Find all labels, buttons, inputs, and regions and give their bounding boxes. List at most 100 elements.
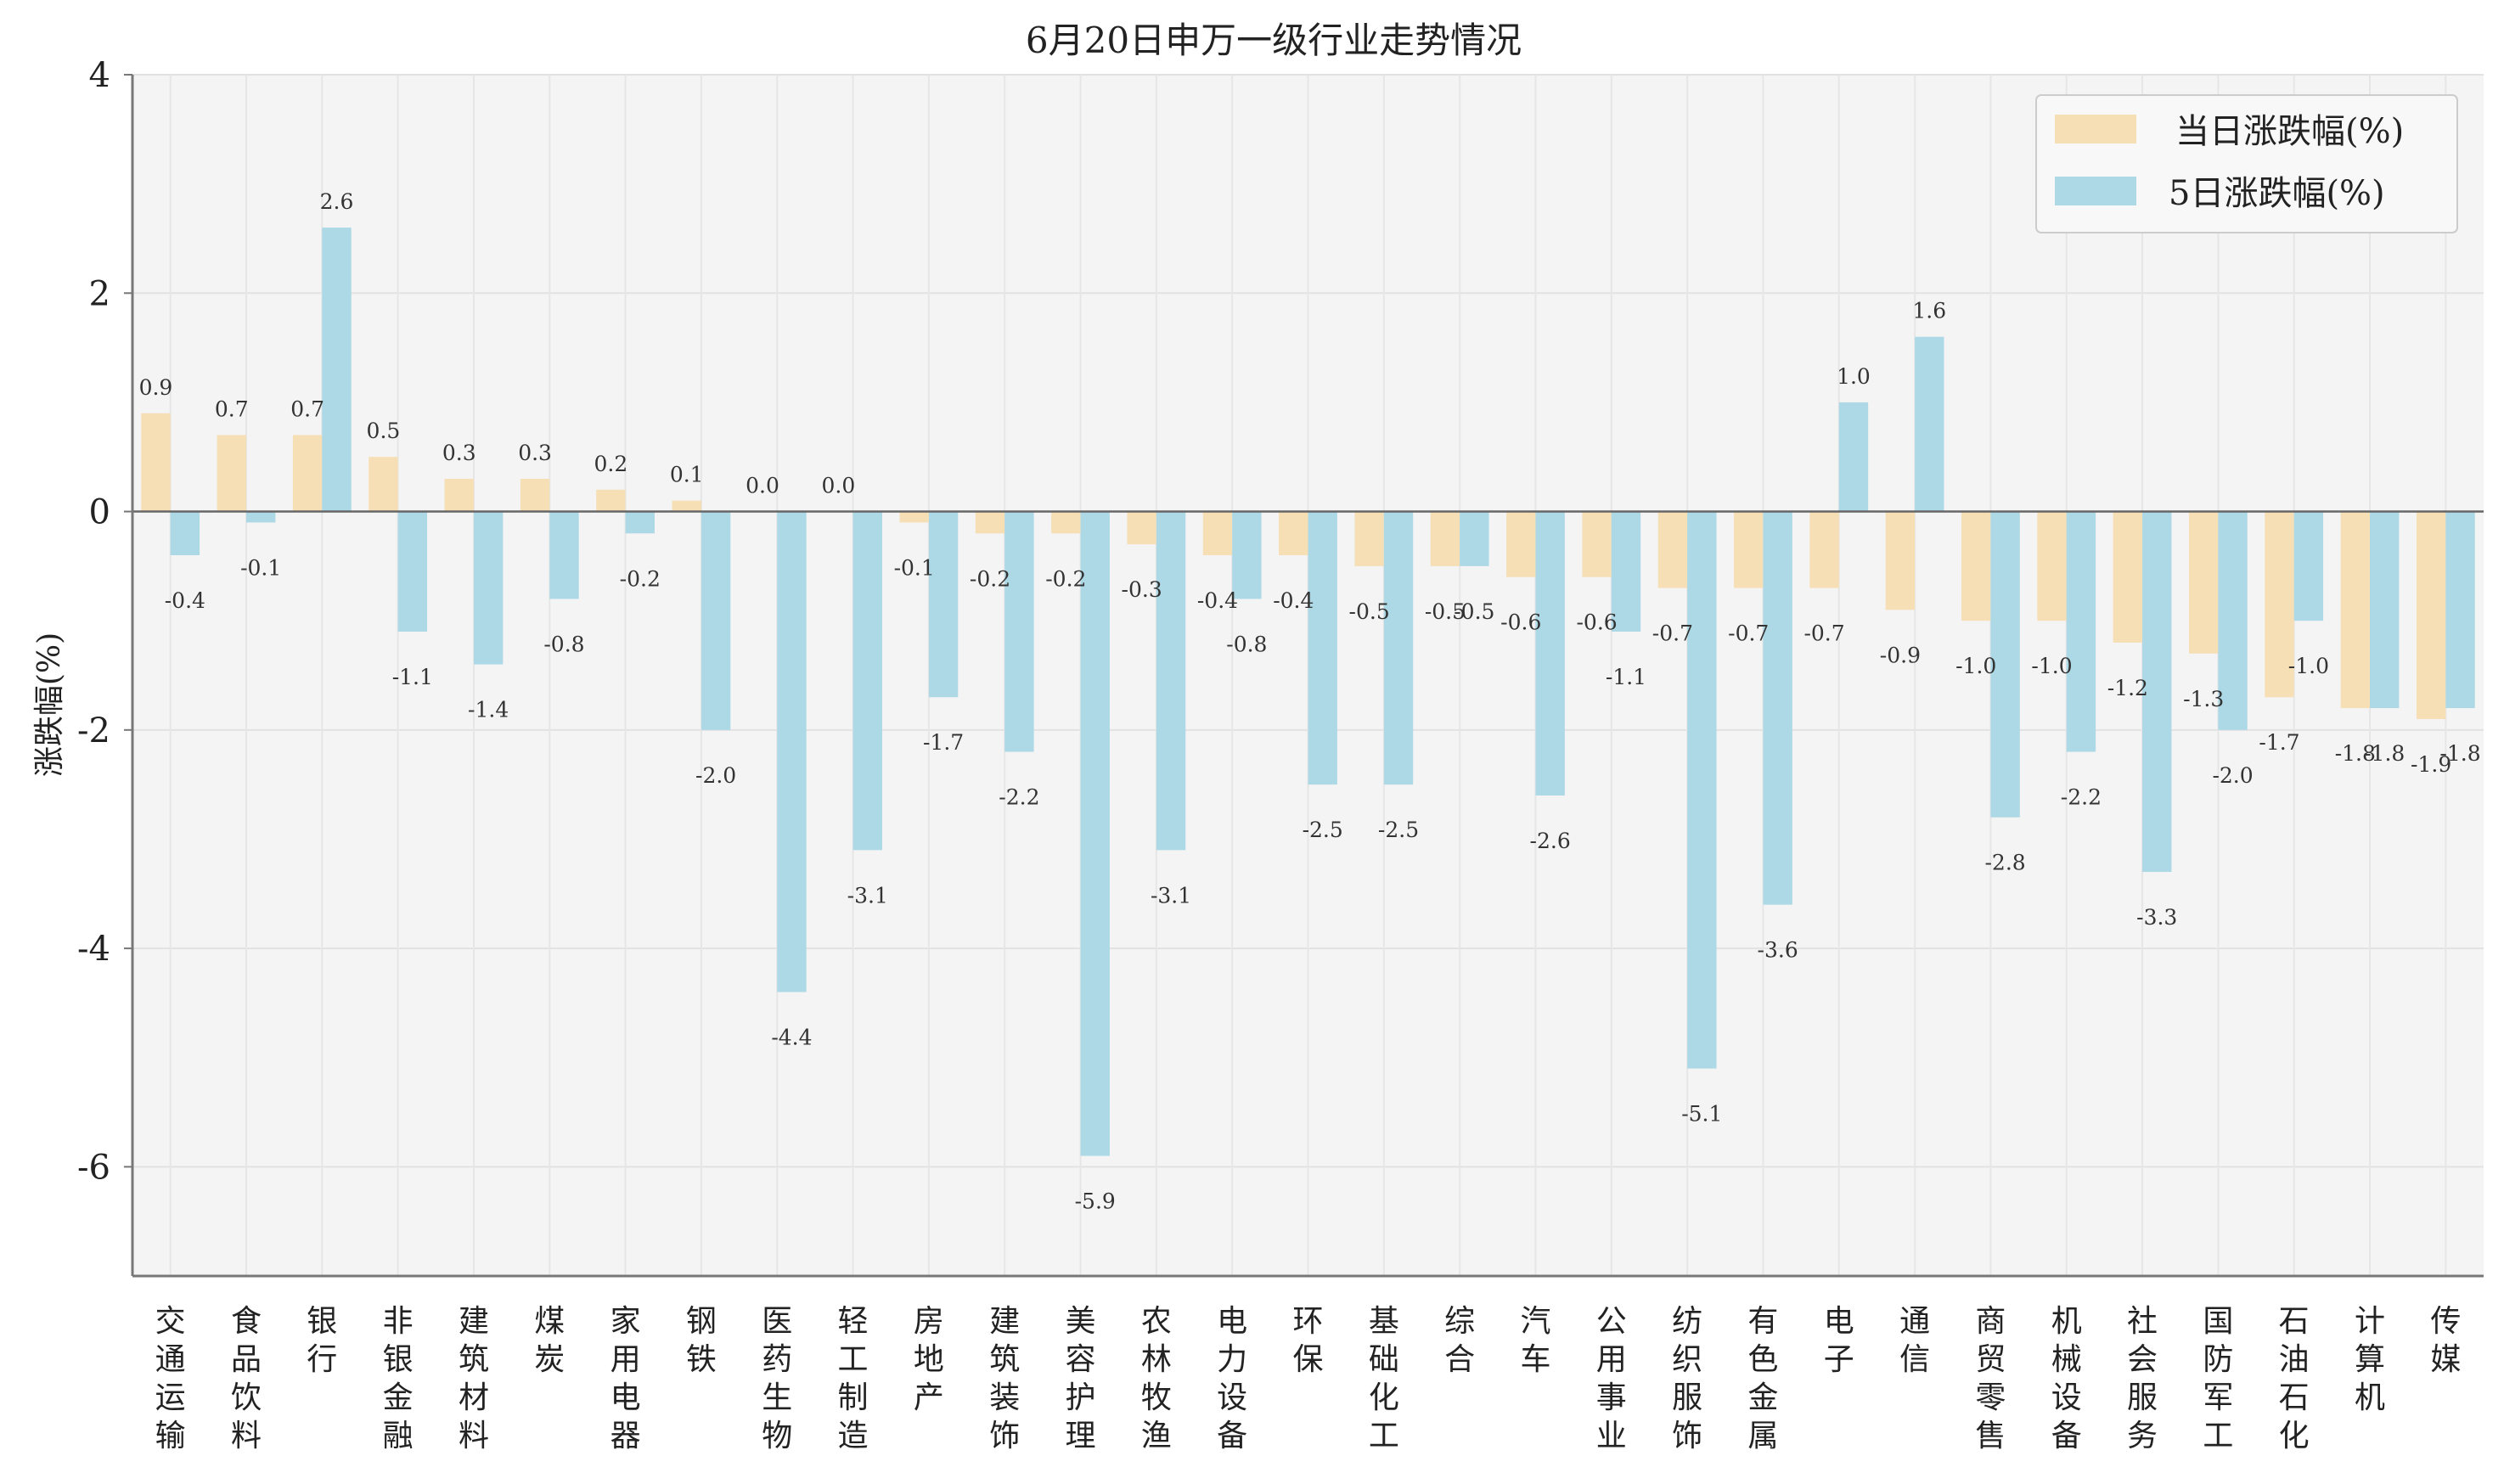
x-tick-label: 建筑装饰 — [989, 1304, 1020, 1453]
data-label-5day: -0.4 — [165, 588, 205, 613]
bar-5day — [397, 511, 428, 632]
data-label-daily: -0.3 — [1122, 577, 1162, 602]
y-tick-label: -2 — [77, 711, 110, 750]
x-tick-label: 基础化工 — [1369, 1304, 1399, 1453]
x-tick-label: 通信 — [1899, 1304, 1930, 1377]
x-tick-label: 汽车 — [1520, 1304, 1550, 1377]
bar-5day — [245, 511, 276, 523]
data-label-daily: -0.7 — [1728, 621, 1769, 646]
data-label-5day: -0.2 — [620, 566, 661, 591]
data-label-5day: 1.0 — [1837, 364, 1871, 389]
bar-5day — [1535, 511, 1565, 795]
bar-daily — [1734, 511, 1764, 588]
bar-daily — [369, 457, 398, 512]
bar-daily — [1354, 511, 1384, 566]
bar-5day — [1156, 511, 1186, 851]
x-tick-labels: 交通运输 食品饮料 银行 非银金融 建筑材料 煤炭 家用电器 钢铁 医药生物 轻工制造 房地产 建筑装… — [155, 1304, 2462, 1453]
bar-daily — [1809, 511, 1839, 588]
data-label-daily: 0.7 — [215, 397, 249, 422]
bar-5day — [1915, 336, 1944, 512]
bar-5day — [2370, 511, 2400, 709]
legend-swatch-5day — [2055, 177, 2136, 205]
data-label-5day: -2.6 — [1530, 829, 1571, 853]
bar-daily — [2340, 511, 2371, 709]
data-label-5day: -2.2 — [2061, 785, 2102, 810]
data-label-daily: -0.2 — [1045, 566, 1086, 591]
x-tick-label: 石油石化 — [2279, 1304, 2310, 1453]
x-tick-label: 食品饮料 — [231, 1304, 262, 1453]
data-label-daily: -1.9 — [2411, 752, 2451, 777]
data-label-5day: -2.8 — [1984, 851, 2025, 875]
bar-daily — [2113, 511, 2143, 643]
bar-5day — [549, 511, 579, 599]
data-label-5day: -5.9 — [1075, 1189, 1116, 1214]
x-tick-label: 房地产 — [914, 1304, 944, 1415]
x-tick-label: 机械设备 — [2051, 1304, 2082, 1453]
data-label-5day: -2.2 — [999, 785, 1039, 810]
data-label-daily: -0.9 — [1880, 643, 1921, 667]
data-label-5day: -1.0 — [2288, 654, 2329, 678]
bar-5day — [1611, 511, 1641, 632]
bar-5day — [777, 511, 807, 992]
y-tick-label: 0 — [89, 493, 110, 532]
data-label-5day: -3.1 — [847, 883, 888, 908]
bar-daily — [1127, 511, 1156, 545]
data-label-5day: -1.4 — [468, 698, 509, 722]
x-tick-label: 电子 — [1824, 1304, 1854, 1377]
bar-5day — [2142, 511, 2172, 873]
bar-daily — [1051, 511, 1081, 534]
data-label-daily: -0.4 — [1197, 588, 1238, 613]
bar-5day — [701, 511, 731, 730]
y-axis-label: 涨跌幅(%) — [32, 632, 67, 777]
bar-5day — [1763, 511, 1792, 905]
data-label-daily: 0.7 — [290, 397, 324, 422]
bar-5day — [1383, 511, 1414, 785]
data-label-5day: -0.8 — [1226, 632, 1267, 656]
data-label-5day: -2.5 — [1303, 818, 1343, 842]
data-label-daily: -0.7 — [1803, 621, 1844, 646]
axes — [124, 74, 2484, 1278]
data-label-daily: 0.2 — [594, 452, 628, 476]
data-label-5day: -1.1 — [392, 665, 433, 689]
x-tick-label: 建筑材料 — [459, 1304, 489, 1453]
bar-5day — [852, 511, 882, 851]
data-label-daily: -0.2 — [970, 566, 1010, 591]
data-label-5day: -1.7 — [923, 730, 964, 755]
bar-5day — [1990, 511, 2020, 818]
x-tick-label: 轻工制造 — [838, 1304, 869, 1453]
bar-daily — [2416, 511, 2446, 719]
data-label-daily: -0.6 — [1576, 610, 1617, 635]
data-label-5day: -3.3 — [2136, 905, 2177, 930]
x-tick-label: 家用电器 — [611, 1304, 641, 1453]
bar-daily — [2037, 511, 2067, 621]
data-label-5day: -1.8 — [2439, 741, 2480, 766]
data-label-5day: -1.8 — [2364, 741, 2405, 766]
x-tick-label: 计算机 — [2355, 1304, 2385, 1415]
x-tick-label: 综合 — [1444, 1304, 1475, 1377]
data-label-daily: -1.7 — [2259, 730, 2299, 755]
x-tick-label: 非银金融 — [383, 1304, 414, 1453]
x-tick-label: 纺织服饰 — [1672, 1304, 1702, 1453]
x-tick-label: 美容护理 — [1066, 1304, 1096, 1453]
data-label-5day: -0.1 — [240, 555, 281, 580]
bar-5day — [2218, 511, 2248, 730]
data-label-daily: -1.3 — [2183, 687, 2224, 711]
bar-daily — [1582, 511, 1612, 577]
bar-daily — [1279, 511, 1308, 555]
bar-5day — [928, 511, 959, 698]
data-label-5day: -0.5 — [1454, 599, 1494, 624]
bar-daily — [1202, 511, 1233, 555]
bar-daily — [217, 435, 246, 512]
bar-daily — [1506, 511, 1536, 577]
x-tick-label: 有色金属 — [1747, 1304, 1778, 1453]
data-label-5day: -0.8 — [543, 632, 584, 656]
data-label-daily: 0.0 — [746, 474, 779, 498]
data-label-5day: 2.6 — [320, 189, 354, 214]
bar-5day — [2445, 511, 2475, 709]
bar-5day — [1232, 511, 1262, 599]
bar-daily — [1430, 511, 1460, 566]
data-label-daily: -0.5 — [1349, 599, 1390, 624]
bar-daily — [2265, 511, 2294, 698]
bars — [141, 228, 2475, 1156]
x-tick-label: 农林牧渔 — [1141, 1304, 1172, 1453]
